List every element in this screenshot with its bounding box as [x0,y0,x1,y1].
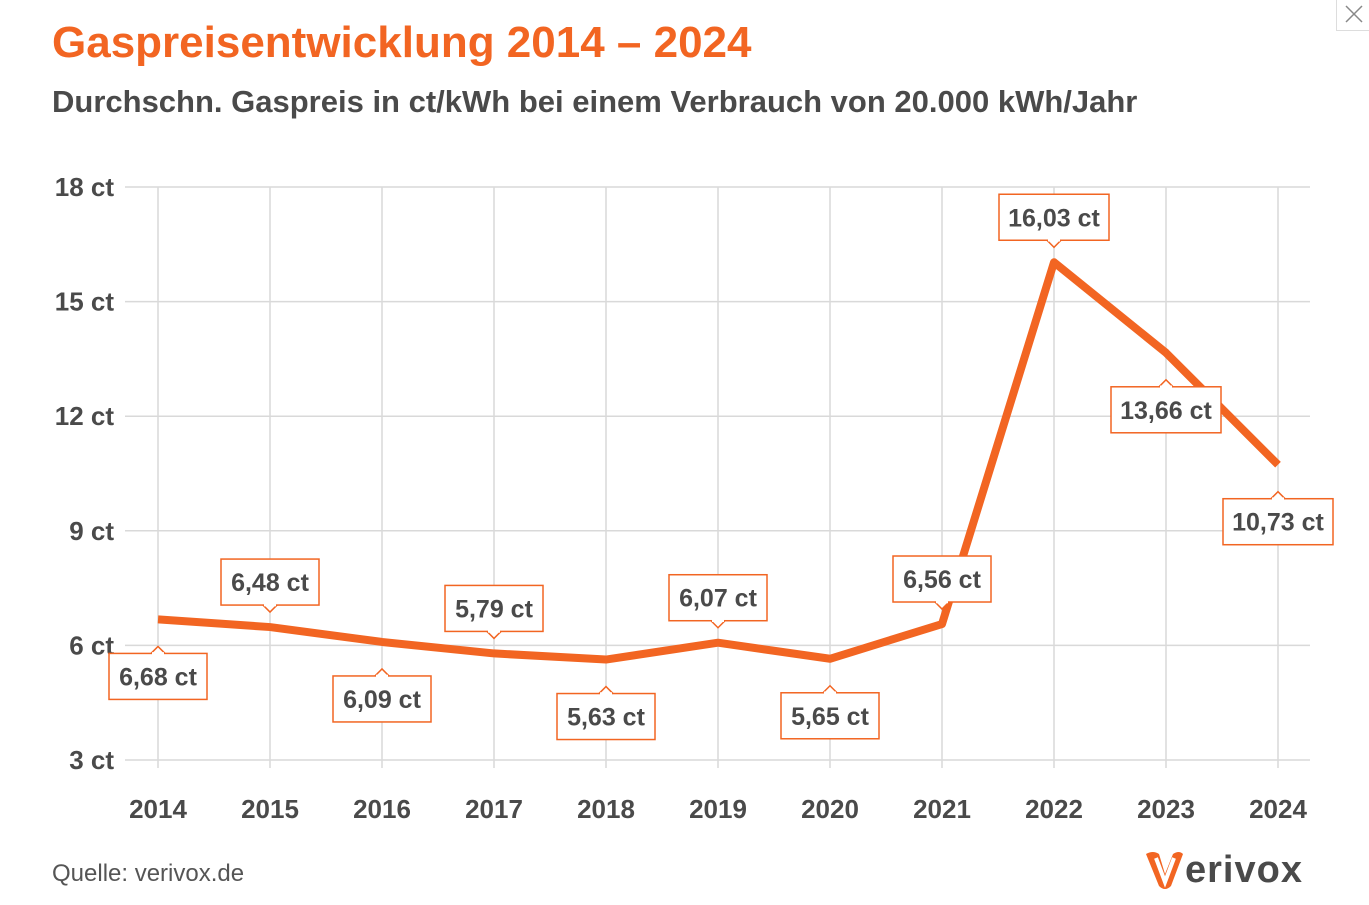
data-label-pointer [1158,378,1174,388]
x-tick-label: 2018 [577,794,635,824]
data-label-box [998,193,1110,242]
data-label: 6,48 ct [231,569,310,597]
data-label-pointer [598,685,614,695]
data-label: 13,66 ct [1120,397,1212,425]
data-label-pointer [486,630,502,640]
data-label: 5,63 ct [567,704,646,732]
chart-title: Gaspreisentwicklung 2014 – 2024 [52,18,752,67]
data-label-box [108,652,208,701]
data-label-box [444,584,544,633]
y-tick-label: 6 ct [69,630,114,660]
data-label-pointer [710,620,726,629]
close-button[interactable] [1336,0,1369,31]
y-tick-label: 9 ct [69,516,114,546]
verivox-v-icon [1146,852,1183,889]
y-tick-label: 15 ct [55,287,115,317]
data-label: 16,03 ct [1008,204,1100,232]
data-label-pointer [262,604,278,614]
data-label-pointer [374,667,390,677]
y-tick-label: 3 ct [69,745,114,775]
data-label-box [556,692,656,741]
data-label: 6,68 ct [119,663,198,691]
logo-text: erivox [1185,848,1303,891]
data-label-pointer [1046,239,1062,249]
close-icon [1345,5,1363,23]
x-tick-label: 2015 [241,794,299,824]
x-tick-label: 2023 [1137,794,1195,824]
data-label: 6,09 ct [343,686,422,714]
x-tick-label: 2019 [689,794,747,824]
data-label-pointer [1270,490,1286,500]
x-tick-label: 2017 [465,794,523,824]
x-tick-label: 2014 [129,794,187,824]
x-tick-label: 2022 [1025,794,1083,824]
data-label: 10,73 ct [1232,509,1324,537]
data-label-box [1110,386,1222,434]
data-label: 6,07 ct [679,585,758,613]
data-label-pointer [150,645,166,654]
chart-subtitle: Durchschn. Gaspreis in ct/kWh bei einem … [52,84,1138,119]
source-note: Quelle: verivox.de [52,860,245,887]
x-tick-label: 2020 [801,794,859,824]
data-label-pointer [934,601,950,611]
x-tick-label: 2016 [353,794,411,824]
data-label-pointer [822,684,838,694]
data-line [157,258,1281,664]
data-label: 5,65 ct [791,703,870,731]
data-label: 5,79 ct [455,595,534,623]
verivox-logo: erivox [1143,848,1303,892]
x-tick-label: 2021 [913,794,971,824]
data-label: 6,56 ct [903,566,982,594]
y-tick-label: 12 ct [55,401,115,431]
data-label-box [780,692,880,740]
data-label-box [892,555,992,603]
x-tick-label: 2024 [1249,794,1307,824]
y-tick-label: 18 ct [55,172,115,202]
